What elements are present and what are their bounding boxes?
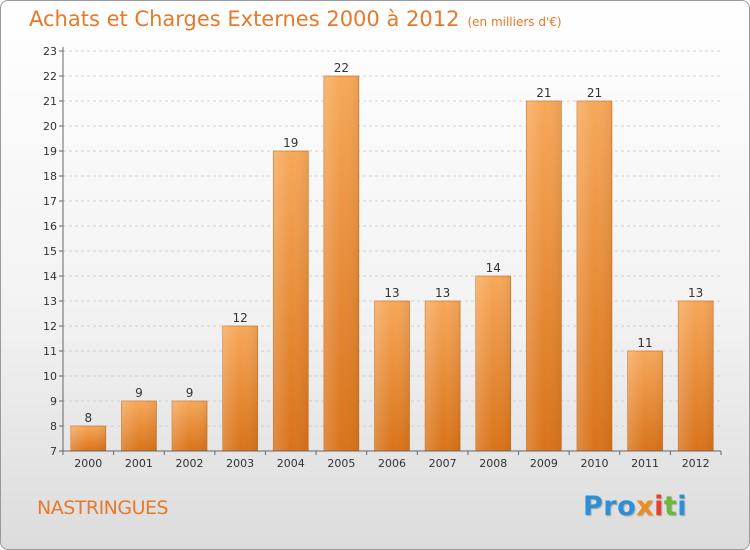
city-name: NASTRINGUES — [37, 497, 169, 519]
data-label: 12 — [233, 311, 248, 325]
data-label: 21 — [536, 86, 551, 100]
bar-shine — [374, 301, 410, 451]
x-tick-label: 2007 — [429, 457, 457, 470]
data-label: 14 — [486, 261, 501, 275]
y-tick-label: 23 — [43, 45, 57, 58]
y-tick-label: 7 — [50, 445, 57, 458]
y-tick-label: 15 — [43, 245, 57, 258]
y-tick-label: 14 — [43, 270, 57, 283]
data-label: 9 — [135, 386, 143, 400]
y-tick-label: 18 — [43, 170, 57, 183]
data-label: 13 — [435, 286, 450, 300]
bars-group: 8 9 9 12 19 22 13 13 14 21 21 11 13 — [70, 61, 714, 452]
bar-shine — [526, 101, 562, 451]
x-tick-label: 2012 — [682, 457, 710, 470]
bar-shine — [323, 76, 359, 451]
proxiti-logo: Proxiti — [583, 491, 687, 522]
y-tick-label: 17 — [43, 195, 57, 208]
logo-part-4: t — [663, 491, 678, 522]
x-tick-label: 2005 — [327, 457, 355, 470]
y-tick-label: 16 — [43, 220, 57, 233]
bar-shine — [70, 426, 106, 451]
logo-part-5: i — [677, 491, 688, 522]
data-label: 11 — [637, 336, 652, 350]
bar-shine — [222, 326, 258, 451]
x-tick-label: 2002 — [176, 457, 204, 470]
bar-shine — [425, 301, 461, 451]
y-tick-label: 8 — [50, 420, 57, 433]
data-label: 22 — [334, 61, 349, 75]
chart-unit: (en milliers d'€) — [467, 15, 562, 29]
logo-part-1: Pro — [583, 491, 637, 522]
data-label: 21 — [587, 86, 602, 100]
y-tick-label: 22 — [43, 70, 57, 83]
data-label: 13 — [384, 286, 399, 300]
y-tick-label: 21 — [43, 95, 57, 108]
y-tick-label: 12 — [43, 320, 57, 333]
x-tick-label: 2001 — [125, 457, 153, 470]
data-label: 9 — [186, 386, 194, 400]
x-tick-label: 2000 — [74, 457, 102, 470]
y-tick-label: 19 — [43, 145, 57, 158]
bar-shine — [273, 151, 309, 451]
y-tick-label: 20 — [43, 120, 57, 133]
chart-title: Achats et Charges Externes 2000 à 2012 (e… — [29, 7, 562, 31]
chart-title-text: Achats et Charges Externes 2000 à 2012 — [29, 7, 460, 31]
logo-part-3: i — [654, 491, 664, 522]
y-tick-label: 10 — [43, 370, 57, 383]
x-tick-label: 2009 — [530, 457, 558, 470]
y-tick-label: 13 — [43, 295, 57, 308]
x-tick-label: 2006 — [378, 457, 406, 470]
bar-shine — [475, 276, 511, 451]
x-tick-label: 2008 — [479, 457, 507, 470]
bar-shine — [121, 401, 157, 451]
bar-shine — [627, 351, 663, 451]
x-tick-label: 2004 — [277, 457, 305, 470]
x-tick-label: 2003 — [226, 457, 254, 470]
x-tick-label: 2011 — [631, 457, 659, 470]
bar-shine — [172, 401, 208, 451]
x-axis: 2000 2001 2002 2003 2004 2005 2006 2007 2008 2009… — [62, 450, 722, 470]
bar-shine — [678, 301, 714, 451]
data-label: 13 — [688, 286, 703, 300]
y-tick-label: 11 — [43, 345, 57, 358]
logo-part-2: x — [636, 491, 655, 522]
data-label: 8 — [84, 411, 92, 425]
y-tick-label: 9 — [50, 395, 57, 408]
y-axis: 7 8 9 10 11 12 13 14 15 16 17 18 19 20 21 22 23 — [43, 45, 64, 458]
x-tick-label: 2010 — [580, 457, 608, 470]
data-label: 19 — [283, 136, 298, 150]
bar-shine — [576, 101, 612, 451]
